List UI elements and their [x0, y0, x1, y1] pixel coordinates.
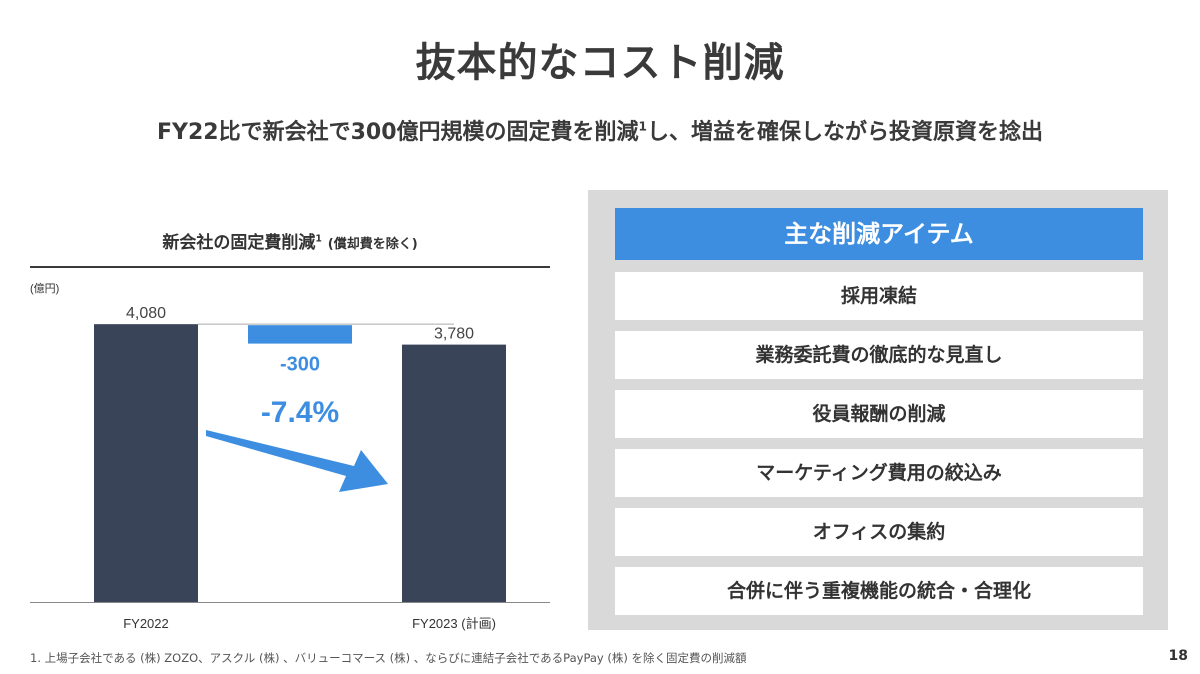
difference-label: -300 — [280, 354, 320, 376]
panel-item-office-consolidation: オフィスの集約 — [615, 508, 1143, 556]
panel-header: 主な削減アイテム — [615, 208, 1143, 260]
bar-fy2022 — [94, 324, 198, 602]
subtitle-footnote-mark: 1 — [638, 119, 647, 134]
chart-title-footnote-mark: 1 — [315, 233, 322, 245]
reduction-items-panel: 主な削減アイテム 採用凍結 業務委託費の徹底的な見直し 役員報酬の削減 マーケテ… — [588, 190, 1168, 630]
chart-title-main: 新会社の固定費削減 — [162, 233, 316, 253]
panel-item-executive-pay-cut: 役員報酬の削減 — [615, 390, 1143, 438]
subtitle-main: FY22比で新会社で300億円規模の固定費を削減 — [157, 120, 639, 145]
value-label-2: 3,780 — [434, 326, 474, 343]
chart-title: 新会社の固定費削減1 (償却費を除く) — [30, 228, 550, 253]
unit-label: (億円) — [30, 282, 59, 295]
panel-item-function-integration: 合併に伴う重複機能の統合・合理化 — [615, 567, 1143, 615]
chart-title-rule — [30, 266, 550, 268]
subtitle-rest: し、増益を確保しながら投資原資を捻出 — [646, 120, 1043, 145]
panel-item-outsourcing-review: 業務委託費の徹底的な見直し — [615, 331, 1143, 379]
percent-change-label: -7.4% — [261, 396, 339, 429]
page-subtitle: FY22比で新会社で300億円規模の固定費を削減1し、増益を確保しながら投資原資… — [0, 114, 1200, 146]
value-label-1: 4,080 — [126, 305, 166, 322]
page-title: 抜本的なコスト削減 — [415, 40, 785, 86]
cost-reduction-chart: (億円) 4,080 FY2022 3,780 FY2023 (計画) -300 -7.4% — [30, 282, 550, 631]
panel-item-marketing-reduction: マーケティング費用の絞込み — [615, 449, 1143, 497]
bar-fy2023 — [402, 344, 506, 602]
category-label-2: FY2023 (計画) — [412, 616, 496, 631]
chart-title-note: (償却費を除く) — [327, 237, 418, 252]
bar-difference — [248, 325, 352, 344]
panel-item-hiring-freeze: 採用凍結 — [615, 272, 1143, 320]
page-number: 18 — [1168, 648, 1188, 664]
trend-arrow — [206, 430, 388, 492]
category-label-1: FY2022 — [123, 616, 169, 631]
footnote: 1. 上場子会社である (株) ZOZO、アスクル (株) 、バリューコマース … — [30, 651, 747, 665]
